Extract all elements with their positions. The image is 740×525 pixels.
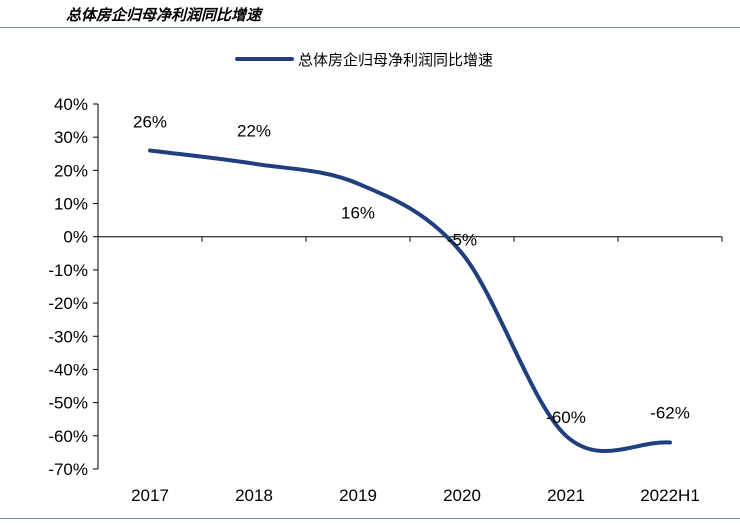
data-label: 22% <box>237 122 271 141</box>
y-tick-label: -10% <box>48 261 88 280</box>
x-tick-label: 2020 <box>443 486 481 505</box>
data-label: -5% <box>447 230 477 249</box>
y-tick-label: -70% <box>48 460 88 479</box>
y-tick-label: 40% <box>54 95 88 114</box>
y-tick-label: -20% <box>48 294 88 313</box>
x-tick-label: 2021 <box>547 486 585 505</box>
x-tick-label: 2019 <box>339 486 377 505</box>
data-label: 16% <box>341 204 375 223</box>
y-axis: 40% 30% 20% 10% 0% -10% -20% -30% -40% -50% -60% -7… <box>48 95 99 479</box>
figure-title: 总体房企归母净利润同比增速 <box>66 6 262 24</box>
legend: 总体房企归母净利润同比增速 <box>235 51 493 69</box>
y-tick-label: -50% <box>48 394 88 413</box>
y-tick-label: 10% <box>54 195 88 214</box>
x-axis: 2017 2018 2019 2020 2021 2022H1 <box>97 236 723 505</box>
y-tick-label: 30% <box>54 128 88 147</box>
x-tick-label: 2022H1 <box>640 486 700 505</box>
data-label: 26% <box>133 112 167 131</box>
top-rule <box>0 27 740 28</box>
bottom-rule <box>0 518 740 519</box>
x-tick-label: 2017 <box>131 486 169 505</box>
y-tick-label: 20% <box>54 161 88 180</box>
data-label: -62% <box>650 403 690 422</box>
y-tick-label: -30% <box>48 327 88 346</box>
plot-area: 26% 22% 16% -5% -60% -62% <box>133 112 690 453</box>
y-tick-label: -40% <box>48 360 88 379</box>
y-tick-label: 0% <box>63 228 88 247</box>
x-tick-label: 2018 <box>235 486 273 505</box>
legend-label: 总体房企归母净利润同比增速 <box>298 51 493 69</box>
data-label: -60% <box>546 408 586 427</box>
y-tick-label: -60% <box>48 427 88 446</box>
series-line <box>148 148 672 453</box>
